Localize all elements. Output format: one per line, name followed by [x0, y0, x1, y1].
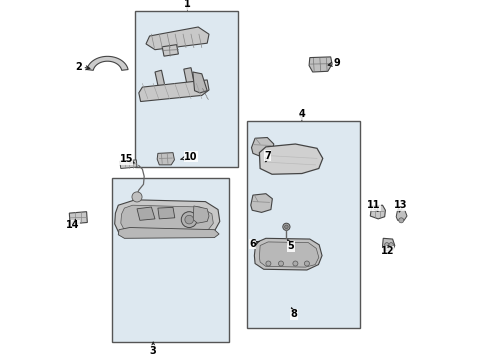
Text: 14: 14 [66, 220, 80, 230]
Text: 5: 5 [288, 240, 294, 251]
Polygon shape [309, 57, 332, 72]
Bar [112, 178, 229, 342]
Polygon shape [69, 212, 87, 224]
Polygon shape [251, 138, 274, 156]
Text: 3: 3 [150, 342, 157, 356]
Polygon shape [193, 206, 209, 223]
Polygon shape [259, 242, 319, 267]
Text: 9: 9 [328, 58, 340, 68]
Polygon shape [155, 70, 166, 92]
Polygon shape [370, 205, 386, 219]
Circle shape [283, 223, 290, 230]
Polygon shape [158, 207, 175, 219]
Polygon shape [121, 205, 213, 233]
Circle shape [185, 215, 194, 224]
Circle shape [266, 261, 271, 266]
Text: 8: 8 [291, 308, 297, 319]
Polygon shape [254, 238, 322, 270]
Polygon shape [146, 27, 209, 50]
Polygon shape [162, 45, 178, 56]
Polygon shape [251, 194, 272, 212]
Polygon shape [139, 80, 209, 102]
Polygon shape [184, 68, 196, 90]
Polygon shape [137, 207, 155, 220]
Polygon shape [193, 72, 207, 93]
Text: 7: 7 [264, 151, 271, 162]
Circle shape [389, 243, 393, 247]
Circle shape [132, 192, 142, 202]
Text: 6: 6 [249, 239, 259, 249]
Text: 11: 11 [367, 200, 381, 211]
Polygon shape [87, 57, 128, 70]
Circle shape [293, 261, 298, 266]
Polygon shape [115, 200, 220, 236]
Polygon shape [259, 144, 323, 174]
Circle shape [285, 225, 288, 229]
Circle shape [181, 212, 197, 228]
Polygon shape [118, 228, 219, 238]
Bar [247, 121, 360, 328]
Text: 4: 4 [298, 109, 305, 120]
Polygon shape [396, 210, 407, 220]
Text: 1: 1 [184, 0, 191, 10]
Text: 12: 12 [380, 246, 394, 256]
Circle shape [278, 261, 284, 266]
Circle shape [385, 243, 389, 247]
Polygon shape [157, 153, 174, 165]
Text: 15: 15 [120, 154, 134, 164]
Circle shape [304, 261, 310, 266]
Circle shape [399, 218, 404, 223]
Text: 13: 13 [394, 200, 408, 212]
Polygon shape [120, 160, 137, 168]
Text: 10: 10 [181, 152, 198, 162]
Polygon shape [383, 238, 395, 251]
Bar [135, 11, 238, 167]
Text: 2: 2 [75, 62, 90, 72]
